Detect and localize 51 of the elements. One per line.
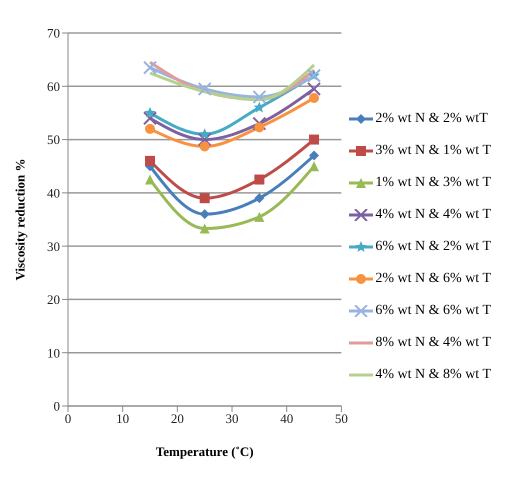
x-tick-label: 40 (280, 411, 294, 426)
x-tick-label: 50 (334, 411, 348, 426)
point (254, 122, 264, 132)
x-tick-label: 10 (116, 411, 130, 426)
point (145, 124, 156, 134)
point (254, 102, 266, 112)
point (254, 212, 264, 222)
point (143, 60, 158, 75)
x-tick-label: 20 (170, 411, 184, 426)
legend-label: 4% wt N & 4% wt T (375, 207, 491, 223)
y-tick-label: 20 (47, 292, 60, 308)
point (200, 209, 210, 220)
point (309, 93, 320, 104)
legend-label: 3% wt N & 1% wt T (375, 143, 491, 159)
legend-label: 8% wt N & 4% wt T (375, 335, 491, 351)
y-tick-label: 50 (47, 132, 60, 148)
point (254, 174, 264, 185)
point (145, 174, 156, 185)
legend-label: 6% wt N & 2% wt T (375, 239, 491, 255)
x-axis-title: Temperature (˚C) (156, 444, 254, 459)
point (200, 224, 210, 234)
legend-label: 2% wt N & 2% wtT (375, 111, 488, 127)
point (307, 68, 322, 83)
point (254, 193, 264, 204)
y-tick-label: 30 (47, 238, 60, 254)
y-tick-label: 60 (47, 78, 60, 94)
point (309, 150, 320, 161)
point (198, 128, 210, 140)
point (307, 82, 322, 96)
point (145, 156, 156, 166)
y-tick-label: 40 (47, 185, 60, 200)
point (309, 161, 320, 172)
legend-label: 2% wt N & 6% wt T (375, 271, 491, 287)
point (252, 116, 266, 131)
point (198, 82, 212, 96)
point (200, 193, 210, 204)
point (252, 90, 266, 104)
point (309, 134, 320, 145)
point (143, 111, 158, 126)
y-tick-label: 10 (47, 345, 60, 360)
x-tick-label: 30 (226, 411, 239, 426)
y-axis-title: Viscosity reduction % (12, 158, 28, 281)
legend-label: 4% wt N & 8% wt T (375, 367, 491, 383)
y-tick-label: 70 (47, 26, 60, 41)
legend-label: 6% wt N & 6% wt T (375, 303, 491, 319)
legend-label: 1% wt N & 3% wt T (375, 175, 491, 191)
point (200, 142, 210, 152)
y-tick-label: 0 (54, 398, 60, 414)
point (198, 132, 212, 147)
x-tick-label: 0 (64, 411, 72, 426)
point (144, 106, 156, 118)
